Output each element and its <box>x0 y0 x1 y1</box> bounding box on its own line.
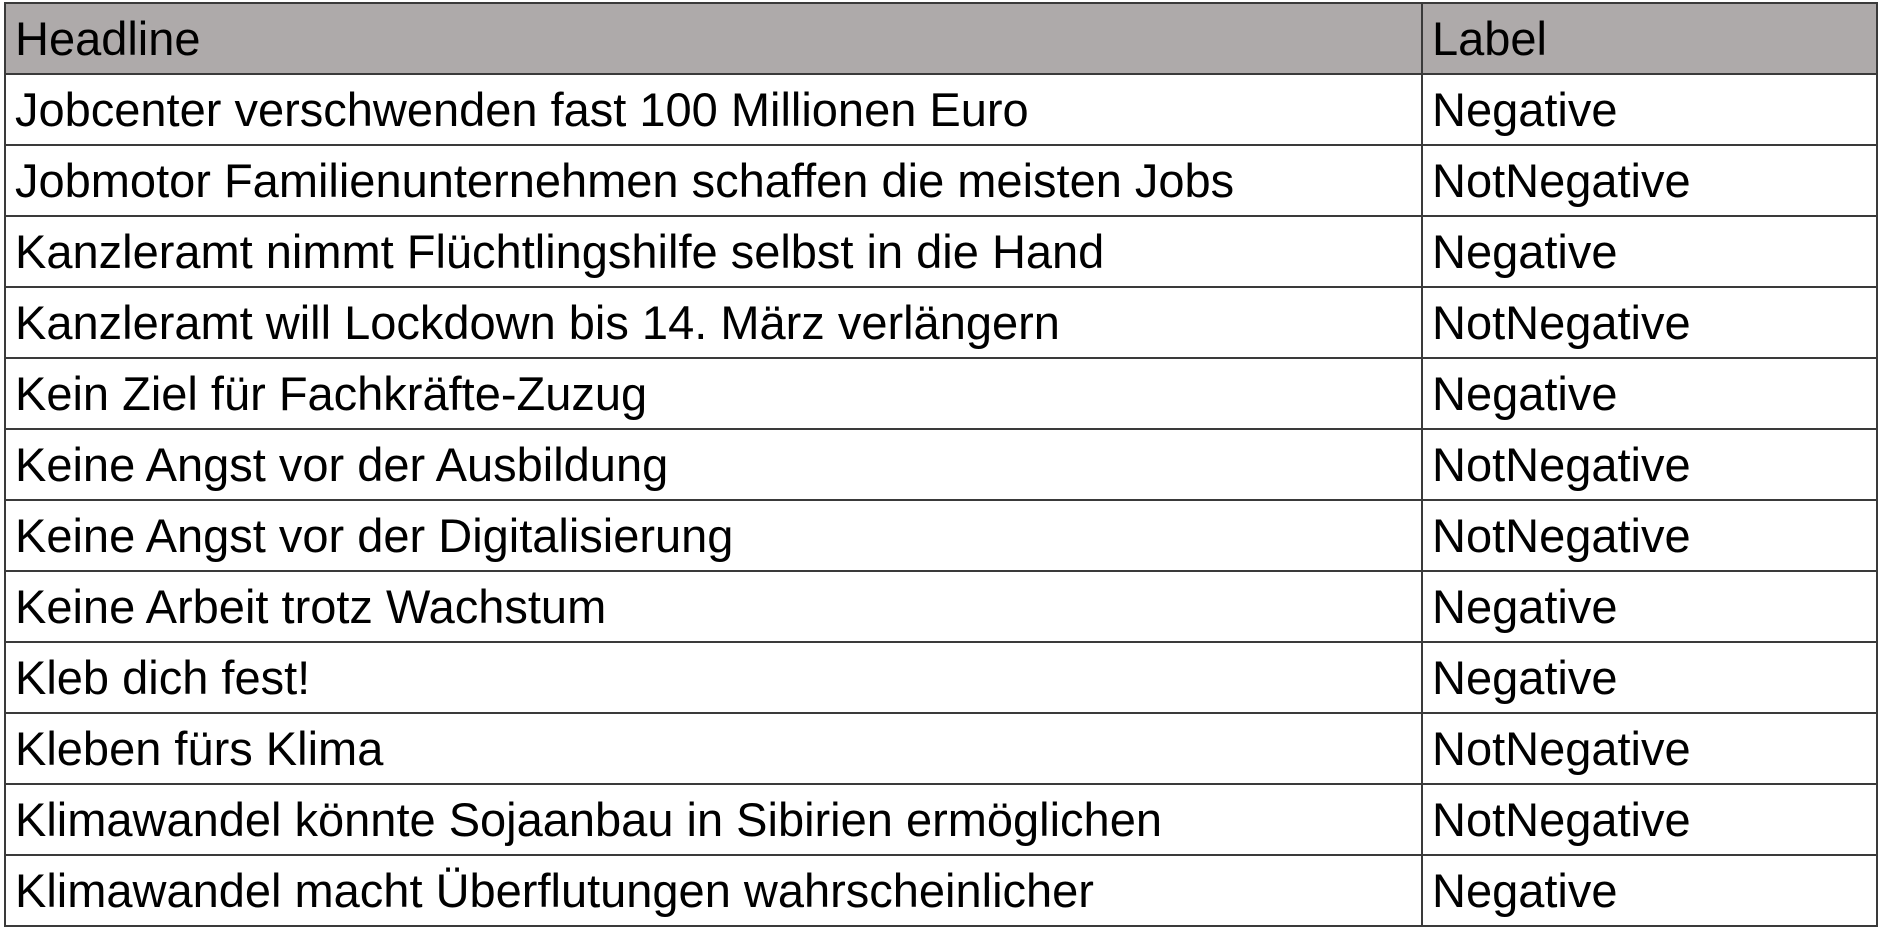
label-cell[interactable]: Negative <box>1421 570 1878 643</box>
label-cell[interactable]: Negative <box>1421 215 1878 288</box>
headline-cell[interactable]: Keine Angst vor der Ausbildung <box>4 428 1423 501</box>
headline-cell[interactable]: Kleben fürs Klima <box>4 712 1423 785</box>
table-row: Kanzleramt will Lockdown bis 14. März ve… <box>4 286 1878 359</box>
headline-cell[interactable]: Kanzleramt nimmt Flüchtlingshilfe selbst… <box>4 215 1423 288</box>
label-cell[interactable]: Negative <box>1421 854 1878 927</box>
headline-cell[interactable]: Kanzleramt will Lockdown bis 14. März ve… <box>4 286 1423 359</box>
table-row: Keine Arbeit trotz Wachstum Negative <box>4 570 1878 643</box>
table-row: Keine Angst vor der Digitalisierung NotN… <box>4 499 1878 572</box>
headline-cell[interactable]: Klimawandel macht Überflutungen wahrsche… <box>4 854 1423 927</box>
label-cell[interactable]: NotNegative <box>1421 286 1878 359</box>
table-row: Kanzleramt nimmt Flüchtlingshilfe selbst… <box>4 215 1878 288</box>
column-header-label[interactable]: Label <box>1421 2 1878 75</box>
table-header: Headline Label <box>4 2 1878 75</box>
headline-cell[interactable]: Kein Ziel für Fachkräfte-Zuzug <box>4 357 1423 430</box>
table-row: Kein Ziel für Fachkräfte-Zuzug Negative <box>4 357 1878 430</box>
headline-cell[interactable]: Keine Angst vor der Digitalisierung <box>4 499 1423 572</box>
table-body: Jobcenter verschwenden fast 100 Millione… <box>4 73 1878 927</box>
label-cell[interactable]: NotNegative <box>1421 499 1878 572</box>
headline-cell[interactable]: Kleb dich fest! <box>4 641 1423 714</box>
table-row: Jobcenter verschwenden fast 100 Millione… <box>4 73 1878 146</box>
column-header-headline[interactable]: Headline <box>4 2 1423 75</box>
label-cell[interactable]: NotNegative <box>1421 783 1878 856</box>
headline-cell[interactable]: Keine Arbeit trotz Wachstum <box>4 570 1423 643</box>
headline-label-table: Headline Label Jobcenter verschwenden fa… <box>4 2 1878 927</box>
headline-cell[interactable]: Jobcenter verschwenden fast 100 Millione… <box>4 73 1423 146</box>
table-row: Kleben fürs Klima NotNegative <box>4 712 1878 785</box>
label-cell[interactable]: NotNegative <box>1421 712 1878 785</box>
label-cell[interactable]: Negative <box>1421 641 1878 714</box>
header-row: Headline Label <box>4 2 1878 75</box>
table-row: Klimawandel macht Überflutungen wahrsche… <box>4 854 1878 927</box>
headline-cell[interactable]: Klimawandel könnte Sojaanbau in Sibirien… <box>4 783 1423 856</box>
table-row: Keine Angst vor der Ausbildung NotNegati… <box>4 428 1878 501</box>
label-cell[interactable]: Negative <box>1421 357 1878 430</box>
table-row: Klimawandel könnte Sojaanbau in Sibirien… <box>4 783 1878 856</box>
table-row: Kleb dich fest! Negative <box>4 641 1878 714</box>
label-cell[interactable]: Negative <box>1421 73 1878 146</box>
label-cell[interactable]: NotNegative <box>1421 428 1878 501</box>
table-row: Jobmotor Familienunternehmen schaffen di… <box>4 144 1878 217</box>
label-cell[interactable]: NotNegative <box>1421 144 1878 217</box>
headline-cell[interactable]: Jobmotor Familienunternehmen schaffen di… <box>4 144 1423 217</box>
